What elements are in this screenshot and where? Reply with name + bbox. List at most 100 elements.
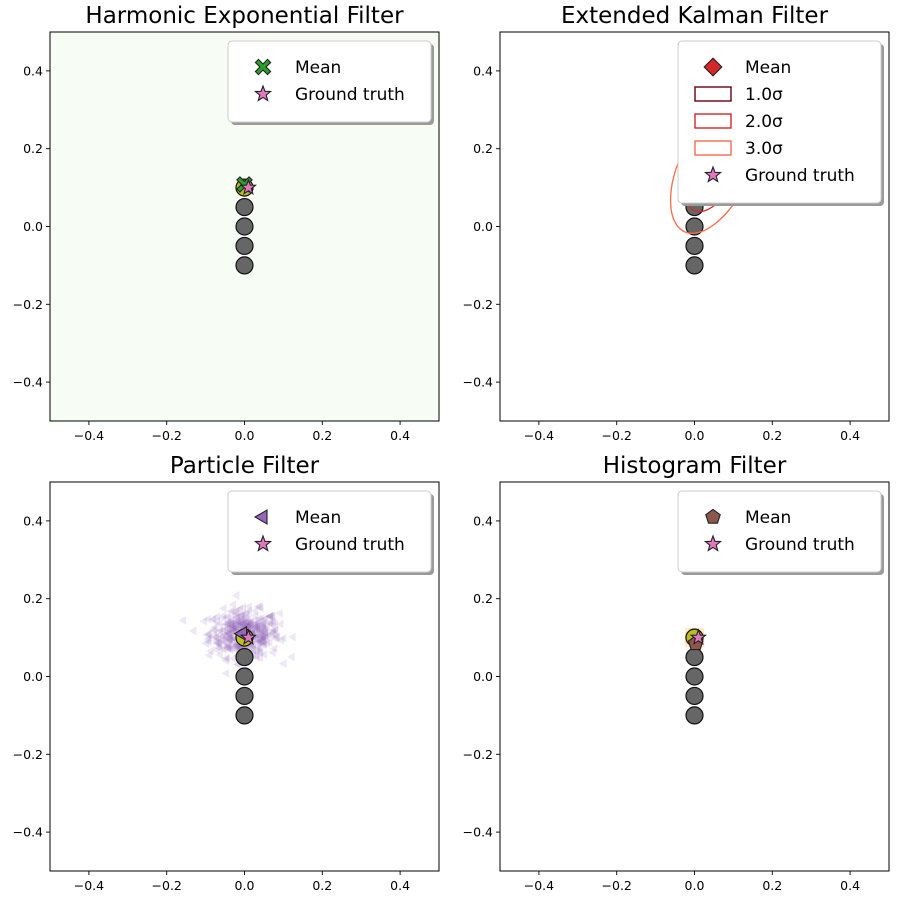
particle — [239, 615, 248, 624]
histogram-cell — [684, 627, 689, 632]
particle — [231, 641, 240, 651]
particle — [275, 609, 283, 618]
particle — [258, 632, 266, 642]
x-tick-label: −0.4 — [524, 878, 554, 893]
particle — [259, 618, 267, 628]
particle — [208, 614, 217, 624]
particle — [257, 633, 265, 643]
landmark-point — [235, 197, 254, 217]
particle — [237, 614, 246, 623]
particle — [231, 619, 240, 629]
particle — [267, 629, 276, 639]
particle — [255, 648, 263, 658]
particle — [261, 624, 269, 634]
landmark-point — [235, 667, 254, 686]
particle — [224, 629, 232, 638]
particle — [224, 628, 233, 638]
particle — [188, 626, 197, 636]
legend-label: Mean — [295, 58, 341, 78]
x-tick-label: 0.4 — [840, 428, 860, 443]
particle — [260, 633, 268, 643]
particle — [268, 617, 277, 627]
legend-label: Mean — [295, 508, 341, 528]
particle — [254, 643, 262, 653]
particle — [251, 619, 259, 628]
particle — [202, 630, 211, 639]
particle — [245, 621, 253, 630]
particle — [231, 609, 240, 618]
particle — [256, 632, 264, 641]
particle — [260, 628, 269, 638]
particle — [262, 639, 270, 649]
particle — [212, 612, 220, 621]
particle — [218, 611, 226, 621]
particle — [225, 636, 233, 646]
particle — [223, 629, 232, 639]
particle — [256, 636, 264, 646]
particle — [246, 625, 255, 635]
particle — [209, 625, 217, 634]
particle — [231, 623, 239, 633]
x-tick-label: 0.2 — [312, 878, 332, 893]
particle — [238, 619, 246, 628]
particle — [229, 617, 238, 627]
particle — [223, 613, 232, 622]
particle — [272, 632, 281, 641]
particle — [226, 643, 235, 653]
particle — [259, 622, 267, 632]
particle — [262, 632, 271, 641]
x-tick-label: −0.2 — [602, 878, 632, 893]
particle — [223, 620, 232, 629]
particle — [222, 654, 231, 663]
particle — [255, 632, 263, 641]
landmark-point — [235, 217, 254, 236]
particle — [221, 638, 230, 648]
particle — [267, 611, 275, 620]
particle — [257, 638, 265, 647]
particle — [250, 633, 259, 643]
particle — [236, 611, 244, 621]
particle — [255, 653, 263, 663]
particle — [247, 640, 256, 649]
y-tick-label: 0.4 — [473, 63, 493, 78]
particle — [203, 614, 211, 624]
particle — [222, 624, 230, 633]
particle — [221, 630, 229, 639]
y-tick-label: −0.4 — [463, 375, 493, 390]
particle — [256, 622, 265, 632]
particle — [222, 641, 231, 650]
particle — [278, 659, 287, 668]
particle — [231, 607, 239, 616]
particle — [265, 638, 273, 647]
particle — [223, 620, 231, 629]
particle — [258, 624, 267, 634]
legend-marker — [253, 509, 268, 525]
particle — [253, 618, 261, 628]
particle — [253, 602, 262, 612]
legend-label: Ground truth — [745, 535, 855, 555]
particle — [251, 650, 260, 659]
panel-title: Histogram Filter — [603, 453, 787, 479]
x-tick-label: 0.0 — [685, 878, 705, 893]
particle — [244, 602, 252, 611]
landmark-point — [685, 706, 704, 725]
particle — [252, 623, 261, 633]
particle — [253, 638, 261, 648]
particle — [241, 622, 250, 631]
particle — [240, 618, 249, 628]
particle — [244, 620, 252, 630]
particle — [233, 617, 241, 626]
y-tick-label: 0.0 — [23, 669, 43, 684]
y-tick-label: 0.2 — [473, 591, 493, 606]
particle — [259, 614, 268, 624]
particle — [209, 626, 217, 636]
y-tick-label: −0.2 — [13, 297, 43, 312]
x-tick-label: −0.4 — [524, 428, 554, 443]
particle — [256, 603, 264, 613]
particle — [222, 634, 231, 643]
panel-title: Extended Kalman Filter — [561, 3, 829, 29]
particle — [224, 643, 232, 653]
particle — [251, 620, 260, 630]
particle — [215, 641, 223, 650]
